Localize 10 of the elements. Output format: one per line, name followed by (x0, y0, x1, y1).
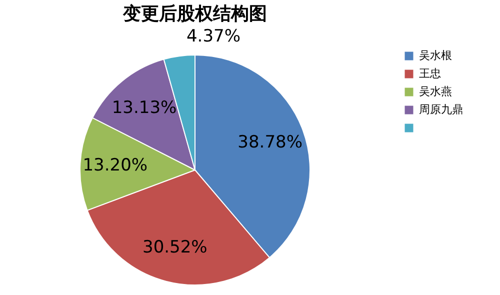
data-label: 38.78% (238, 132, 302, 152)
data-label: 13.20% (82, 155, 148, 176)
data-label: 13.13% (112, 98, 177, 118)
data-label: 30.52% (142, 237, 208, 258)
legend-label: 王忠 (419, 67, 441, 80)
legend-label: 吴水根 (419, 49, 452, 62)
data-label: 4.37% (186, 26, 240, 46)
legend-label: 周原九鼎 (419, 103, 463, 116)
legend-label: 吴水燕 (419, 85, 452, 98)
chart-title: 变更后股权结构图 (122, 3, 267, 24)
